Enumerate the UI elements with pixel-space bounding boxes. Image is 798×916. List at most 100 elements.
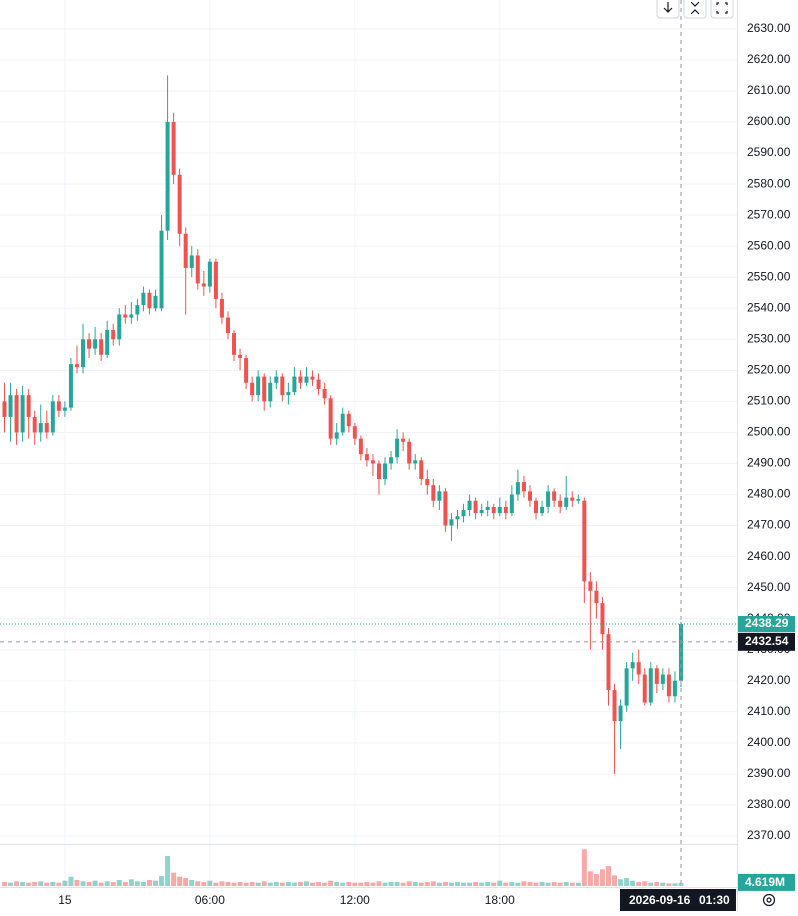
candle-body <box>334 432 339 439</box>
y-tick-label: 2550.00 <box>747 269 791 283</box>
candle-body <box>117 314 122 340</box>
candle-body <box>213 261 218 299</box>
volume-bar <box>479 882 485 886</box>
volume-bar <box>448 882 454 886</box>
y-tick-label: 2500.00 <box>747 425 791 439</box>
volume-bar <box>599 869 605 886</box>
x-tick-label: 12:00 <box>340 893 370 907</box>
volume-bar <box>473 882 479 886</box>
x-tick-label: 15 <box>58 893 72 907</box>
volume-bar <box>340 882 346 886</box>
maximize-button[interactable] <box>710 0 734 19</box>
scroll-button[interactable] <box>656 0 680 19</box>
candle-body <box>527 491 532 501</box>
volume-bar <box>297 882 303 886</box>
volume-bar <box>563 882 569 886</box>
volume-bar <box>515 882 521 886</box>
candle-body <box>358 438 363 455</box>
candle-body <box>509 494 514 514</box>
candle-body <box>515 482 520 495</box>
volume-bar <box>146 880 152 886</box>
settings-button[interactable] <box>762 893 776 907</box>
last-price-label: 2438.29 <box>745 616 789 630</box>
volume-bar <box>62 880 68 886</box>
candle-body <box>666 674 671 697</box>
candle-body <box>262 376 267 402</box>
volume-bar <box>497 880 503 886</box>
y-tick-label: 2610.00 <box>747 83 791 97</box>
volume-bar <box>80 881 86 886</box>
collapse-button[interactable] <box>683 0 707 19</box>
candle-body <box>425 478 430 486</box>
volume-bar <box>424 882 430 886</box>
y-tick-label: 2400.00 <box>747 735 791 749</box>
crosshair-price-label: 2432.54 <box>745 634 789 648</box>
volume-bar <box>624 878 630 886</box>
volume-bar <box>581 849 587 886</box>
candle-body <box>660 674 665 684</box>
volume-bar <box>521 881 527 886</box>
candle-body <box>606 634 611 691</box>
y-tick-label: 2460.00 <box>747 549 791 563</box>
grid <box>0 0 737 887</box>
y-tick-label: 2560.00 <box>747 238 791 252</box>
candle-body <box>600 603 605 635</box>
candle-body <box>346 413 351 427</box>
candle-body <box>153 295 158 309</box>
candle-body <box>521 482 526 492</box>
volume-bar <box>219 881 225 886</box>
volume-bar <box>255 882 261 886</box>
last-price-box <box>738 615 795 632</box>
volume-bar <box>134 881 140 886</box>
volume-bar <box>642 881 648 886</box>
volume-bar <box>2 882 7 886</box>
crosshair-time-box <box>619 889 736 911</box>
volume-bar <box>322 882 328 886</box>
volume-bar <box>92 880 98 886</box>
y-tick-label: 2420.00 <box>747 673 791 687</box>
candle-body <box>14 395 19 433</box>
volume-bar <box>648 882 654 886</box>
candle-body <box>183 233 188 268</box>
volume-bar <box>110 882 116 886</box>
candle-body <box>201 283 206 287</box>
volume-bar <box>654 882 660 886</box>
volume-bar <box>38 881 44 886</box>
y-tick-label: 2480.00 <box>747 487 791 501</box>
volume-bar <box>672 883 678 886</box>
volume-bar <box>243 882 249 886</box>
candle-body <box>624 668 629 706</box>
candle-body <box>207 261 212 287</box>
candle-body <box>570 497 575 501</box>
volume-bar <box>618 879 624 886</box>
candle-body <box>68 364 73 408</box>
candle-body <box>141 292 146 306</box>
volume-bar <box>467 882 473 886</box>
volume-bar <box>195 881 201 886</box>
candle-body <box>38 423 43 433</box>
volume-bar <box>636 882 642 886</box>
candle-body <box>20 395 25 433</box>
candle-body <box>81 339 86 368</box>
candle-body <box>219 298 224 318</box>
volume-bar <box>394 882 400 886</box>
volume-bar <box>358 882 364 886</box>
y-tick-label: 2540.00 <box>747 300 791 314</box>
volume-bar <box>8 882 14 886</box>
volume-bar <box>237 882 243 886</box>
volume-bar <box>533 882 539 886</box>
candle-body <box>413 460 418 464</box>
candle-body <box>352 426 357 439</box>
volume-bar <box>612 875 618 886</box>
volume-bar <box>86 882 92 886</box>
volume-bar <box>400 882 406 886</box>
candle-body <box>449 519 454 526</box>
candle-body <box>376 463 381 479</box>
candle-body <box>672 680 677 697</box>
volume-last-box <box>738 873 795 891</box>
candle-body <box>298 376 303 383</box>
volume-bar <box>388 882 394 886</box>
volume-bar <box>678 882 684 886</box>
volume-bar <box>418 882 424 886</box>
